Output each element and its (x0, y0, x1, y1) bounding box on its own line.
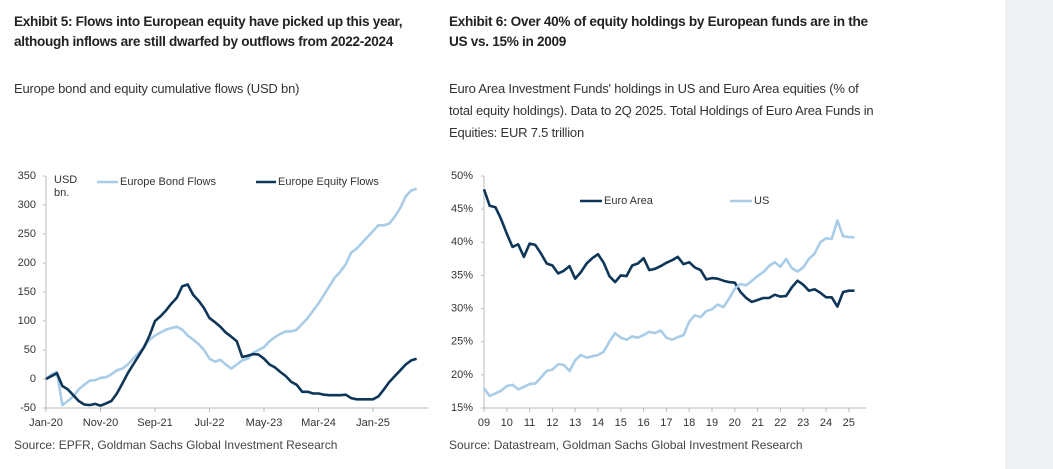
x-tick-label: Jan-20 (29, 417, 63, 429)
x-tick-label: May-23 (246, 417, 283, 429)
chart-subtitle: Euro Area Investment Funds' holdings in … (449, 81, 874, 140)
x-tick-label: 25 (843, 417, 855, 429)
chart-title: Exhibit 5: Flows into European equity ha… (14, 14, 403, 49)
series-line (45, 283, 417, 407)
chart-title: Exhibit 6: Over 40% of equity holdings b… (449, 14, 868, 49)
legend-label: Europe Equity Flows (278, 176, 379, 188)
x-tick-label: 13 (569, 417, 581, 429)
y-tick-label: 45% (451, 203, 473, 215)
y-tick-label: 50% (451, 170, 473, 182)
x-tick-label: 15 (615, 417, 627, 429)
x-tick-label: 14 (592, 417, 604, 429)
y-tick-label: 35% (451, 269, 473, 281)
y-tick-label: 350 (18, 170, 36, 182)
x-tick-label: 19 (706, 417, 718, 429)
chart-source: Source: Datastream, Goldman Sachs Global… (449, 438, 803, 452)
y-tick-label: -50 (20, 402, 36, 414)
chart-source: Source: EPFR, Goldman Sachs Global Inves… (14, 438, 338, 452)
x-tick-label: Mar-24 (301, 417, 336, 429)
x-tick-label: 20 (729, 417, 741, 429)
series-line (482, 188, 855, 308)
y-axis-label: USD bn. (54, 174, 77, 199)
y-tick-label: 150 (18, 286, 36, 298)
x-tick-label: 11 (524, 417, 535, 429)
x-tick-label: 09 (478, 417, 490, 429)
series-line (45, 187, 417, 407)
y-tick-label: 0 (30, 373, 36, 385)
x-tick-label: 22 (774, 417, 786, 429)
x-tick-label: Jan-25 (356, 417, 390, 429)
y-tick-label: 20% (451, 369, 473, 381)
x-tick-label: 12 (546, 417, 558, 429)
series-line (482, 219, 855, 398)
y-tick-label: 50 (24, 344, 36, 356)
x-tick-label: 10 (501, 417, 513, 429)
side-strip (1005, 0, 1053, 469)
y-tick-label: 40% (451, 236, 473, 248)
y-tick-label: 30% (451, 302, 473, 314)
legend-label: Europe Bond Flows (120, 176, 216, 188)
y-tick-label: 100 (18, 315, 36, 327)
x-tick-label: 24 (820, 417, 832, 429)
chart-subtitle: Europe bond and equity cumulative flows … (14, 81, 300, 96)
legend-label: Euro Area (604, 195, 654, 207)
x-tick-label: 17 (660, 417, 672, 429)
y-tick-label: 300 (18, 199, 36, 211)
charts: -50 0 50 100 150 200 250 300 350 Jan-20 Nov-20 Sep-… (18, 170, 867, 429)
x-tick-label: 16 (637, 417, 649, 429)
x-tick-label: 21 (751, 417, 763, 429)
x-tick-label: Sep-21 (137, 417, 172, 429)
y-tick-label: 15% (451, 402, 473, 414)
y-tick-label: 25% (451, 336, 473, 348)
x-tick-label: Jul-22 (195, 417, 225, 429)
x-tick-label: Nov-20 (83, 417, 118, 429)
y-tick-label: 200 (18, 257, 36, 269)
legend-label: US (754, 195, 769, 207)
y-tick-label: 250 (18, 228, 36, 240)
x-tick-label: 18 (683, 417, 695, 429)
x-tick-label: 23 (797, 417, 809, 429)
